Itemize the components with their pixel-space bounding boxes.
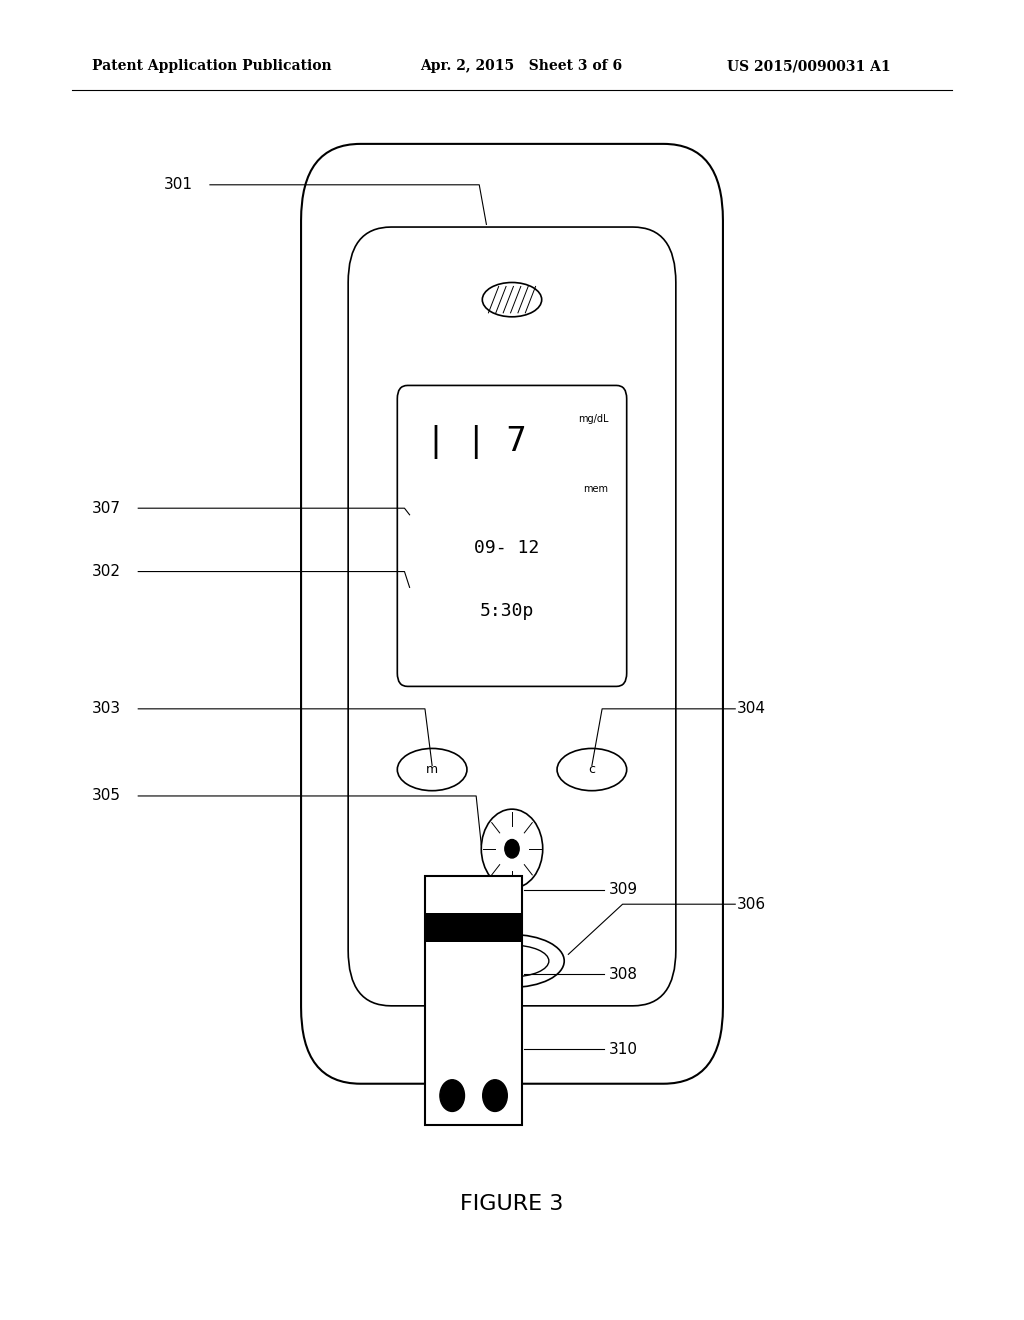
Ellipse shape: [557, 748, 627, 791]
Text: 309: 309: [609, 882, 638, 898]
FancyBboxPatch shape: [348, 227, 676, 1006]
Circle shape: [440, 1080, 465, 1111]
FancyBboxPatch shape: [301, 144, 723, 1084]
Text: 302: 302: [92, 564, 121, 579]
Text: Apr. 2, 2015   Sheet 3 of 6: Apr. 2, 2015 Sheet 3 of 6: [420, 59, 622, 74]
Text: 306: 306: [737, 896, 766, 912]
Bar: [425, 913, 522, 942]
Ellipse shape: [460, 935, 564, 987]
Text: Patent Application Publication: Patent Application Publication: [92, 59, 332, 74]
Text: 304: 304: [737, 701, 766, 717]
Ellipse shape: [397, 748, 467, 791]
Text: 308: 308: [609, 966, 638, 982]
Text: mg/dL: mg/dL: [578, 414, 608, 425]
Text: c: c: [589, 763, 595, 776]
Circle shape: [505, 840, 519, 858]
Circle shape: [481, 809, 543, 888]
Text: m: m: [426, 763, 438, 776]
Ellipse shape: [475, 945, 549, 977]
Text: 301: 301: [164, 177, 193, 193]
Text: 305: 305: [92, 788, 121, 804]
Text: 307: 307: [92, 500, 121, 516]
Ellipse shape: [482, 282, 542, 317]
Text: 09- 12: 09- 12: [474, 539, 540, 557]
Text: 310: 310: [609, 1041, 638, 1057]
Text: FIGURE 3: FIGURE 3: [461, 1193, 563, 1214]
Text: 5:30p: 5:30p: [479, 602, 535, 620]
Text: 303: 303: [92, 701, 121, 717]
Circle shape: [482, 1080, 507, 1111]
Text: | | 7: | | 7: [426, 425, 526, 459]
Text: mem: mem: [584, 484, 608, 495]
Bar: [425, 876, 522, 1125]
FancyBboxPatch shape: [397, 385, 627, 686]
Text: US 2015/0090031 A1: US 2015/0090031 A1: [727, 59, 891, 74]
